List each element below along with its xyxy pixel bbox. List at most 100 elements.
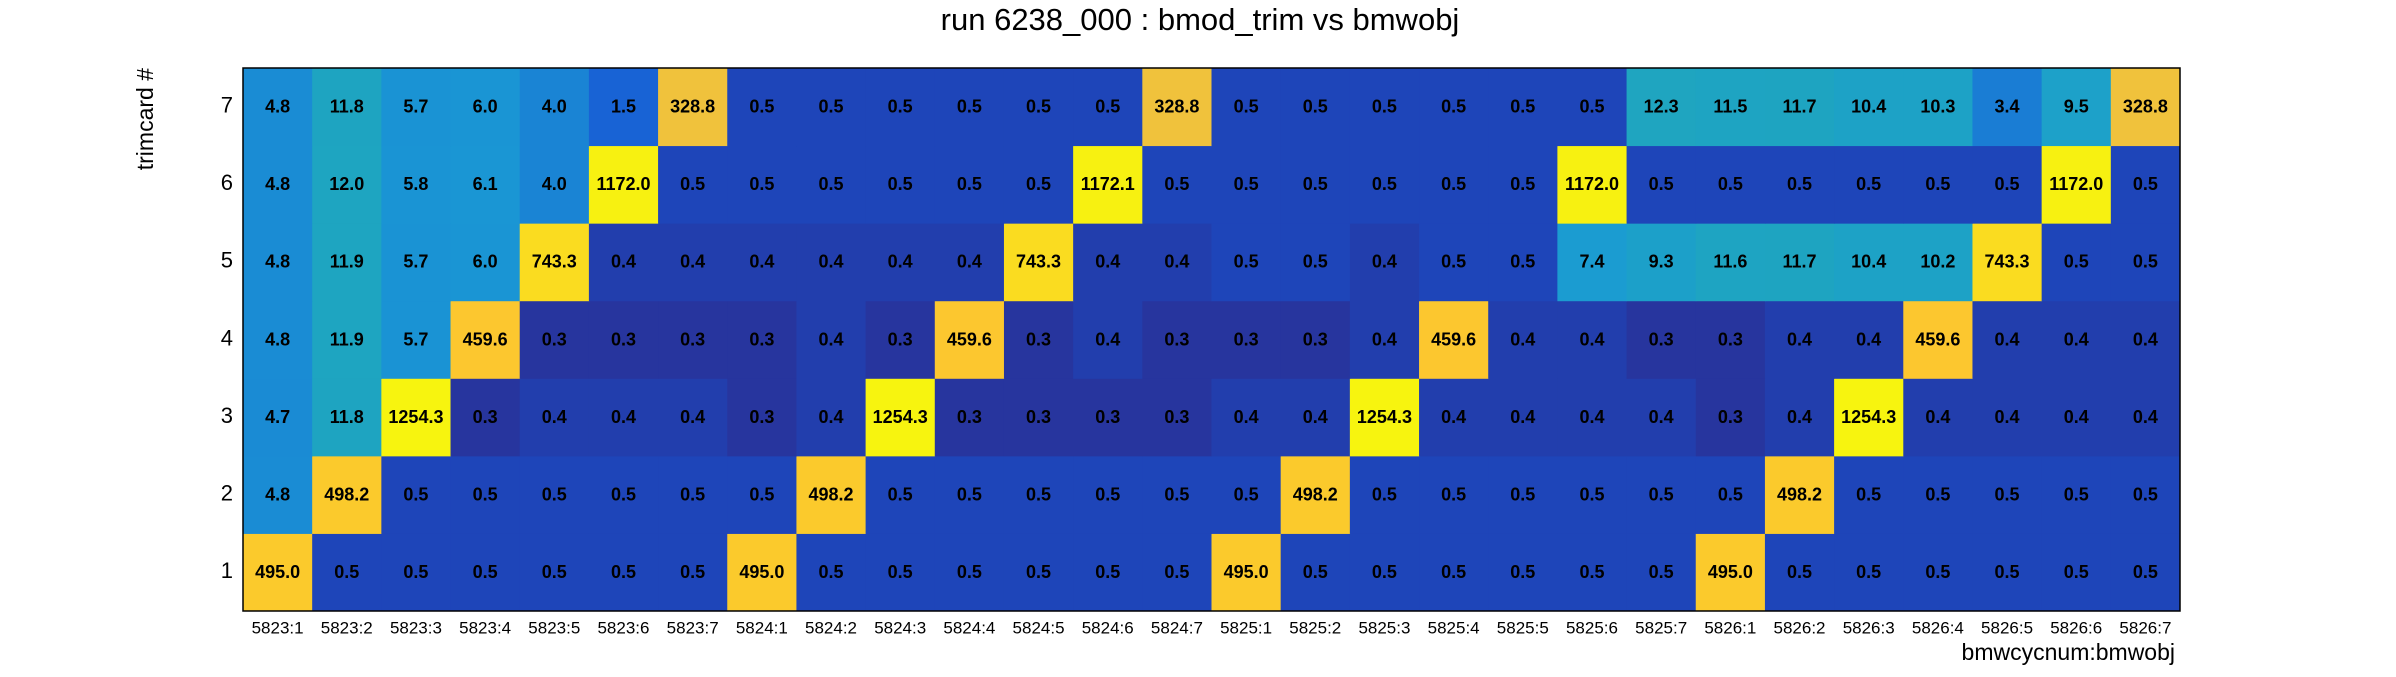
cell-label: 0.5	[749, 97, 774, 117]
cell-label: 0.5	[819, 97, 844, 117]
cell-label: 0.5	[749, 484, 774, 504]
heatmap-cell	[1488, 145, 1558, 224]
cell-label: 1254.3	[873, 407, 928, 427]
cell-label: 0.4	[1303, 407, 1328, 427]
heatmap-cell	[381, 223, 452, 302]
x-tick-label: 5823:5	[528, 618, 580, 637]
x-tick-label: 5825:6	[1566, 618, 1618, 637]
cell-label: 9.3	[1649, 252, 1674, 272]
x-tick-label: 5824:3	[874, 618, 926, 637]
cell-label: 5.7	[403, 329, 428, 349]
heatmap-cell	[1073, 68, 1143, 147]
x-tick-label: 5823:4	[459, 618, 511, 637]
heatmap-cell	[1142, 68, 1212, 147]
cell-label: 0.3	[680, 329, 705, 349]
heatmap-cell	[381, 68, 452, 147]
heatmap-cell	[519, 223, 590, 302]
heatmap-cell	[1349, 455, 1420, 534]
heatmap-cell	[1488, 455, 1558, 534]
heatmap-cell	[1280, 455, 1351, 534]
heatmap-cell	[381, 378, 452, 457]
heatmap-cell	[1764, 300, 1835, 379]
cell-label: 0.5	[1234, 174, 1259, 194]
heatmap-cell	[1557, 533, 1628, 612]
heatmap-cell	[1903, 68, 1973, 147]
cell-label: 0.5	[957, 562, 982, 582]
heatmap-cell	[1073, 533, 1143, 612]
heatmap-cell	[1142, 300, 1212, 379]
heatmap-cell	[934, 68, 1005, 147]
heatmap-cell	[243, 68, 313, 147]
cell-label: 459.6	[1431, 329, 1476, 349]
cell-label: 0.5	[1510, 252, 1535, 272]
cell-label: 0.3	[1718, 407, 1743, 427]
x-tick-label: 5825:3	[1358, 618, 1410, 637]
cell-label: 0.5	[542, 484, 567, 504]
cell-label: 0.5	[1579, 562, 1604, 582]
heatmap-cell	[1003, 300, 1074, 379]
cell-label: 0.5	[1441, 252, 1466, 272]
heatmap-cell	[312, 455, 382, 534]
cell-label: 0.5	[1441, 174, 1466, 194]
heatmap-cell	[381, 145, 452, 224]
heatmap-cell	[2041, 378, 2112, 457]
heatmap-cell	[1972, 455, 2043, 534]
heatmap-cell	[519, 455, 590, 534]
cell-label: 10.3	[1920, 97, 1955, 117]
cell-label: 12.0	[329, 174, 364, 194]
cell-label: 4.8	[265, 329, 290, 349]
cell-label: 0.3	[1095, 407, 1120, 427]
heatmap-cell	[796, 300, 867, 379]
heatmap-cell	[934, 533, 1005, 612]
cell-label: 0.4	[1510, 407, 1535, 427]
heatmap-cell	[450, 68, 521, 147]
cell-label: 0.5	[1925, 484, 1950, 504]
x-tick-label: 5823:1	[252, 618, 304, 637]
cell-label: 498.2	[324, 484, 369, 504]
cell-label: 0.5	[1026, 97, 1051, 117]
heatmap-cell	[243, 533, 313, 612]
heatmap-cell	[1903, 300, 1973, 379]
x-tick-label: 5826:4	[1912, 618, 1964, 637]
cell-label: 0.5	[1303, 97, 1328, 117]
cell-label: 0.5	[1579, 97, 1604, 117]
heatmap-cell	[1834, 455, 1904, 534]
cell-label: 10.4	[1851, 252, 1886, 272]
heatmap-cell	[1695, 223, 1766, 302]
cell-label: 0.5	[888, 484, 913, 504]
x-tick-label: 5823:7	[667, 618, 719, 637]
x-tick-label: 5824:7	[1151, 618, 1203, 637]
heatmap-cell	[588, 223, 659, 302]
cell-label: 0.5	[1649, 484, 1674, 504]
cell-label: 0.5	[611, 484, 636, 504]
heatmap-cell	[1419, 223, 1489, 302]
cell-label: 0.4	[1925, 407, 1950, 427]
heatmap-cell	[1419, 455, 1489, 534]
heatmap-cell	[588, 68, 659, 147]
heatmap-cell	[450, 533, 521, 612]
heatmap-cell	[1280, 378, 1351, 457]
heatmap-cell	[1764, 455, 1835, 534]
heatmap-cell	[1695, 68, 1766, 147]
heatmap-cell	[1488, 378, 1558, 457]
heatmap-cell	[1834, 378, 1904, 457]
heatmap-cell	[1903, 223, 1973, 302]
cell-label: 0.5	[1787, 562, 1812, 582]
cell-label: 12.3	[1644, 97, 1679, 117]
heatmap-cell	[381, 533, 452, 612]
cell-label: 0.5	[957, 174, 982, 194]
cell-label: 0.3	[1303, 329, 1328, 349]
heatmap-cell	[1695, 378, 1766, 457]
cell-label: 495.0	[255, 562, 300, 582]
heatmap-cell	[2110, 300, 2181, 379]
cell-label: 0.3	[888, 329, 913, 349]
heatmap-cell	[1488, 533, 1558, 612]
heatmap-cell	[1764, 145, 1835, 224]
x-tick-label: 5824:4	[943, 618, 995, 637]
cell-label: 0.5	[1164, 484, 1189, 504]
heatmap-cell	[1972, 533, 2043, 612]
cell-label: 0.5	[1787, 174, 1812, 194]
cell-label: 0.5	[1925, 174, 1950, 194]
heatmap-cell	[1972, 300, 2043, 379]
